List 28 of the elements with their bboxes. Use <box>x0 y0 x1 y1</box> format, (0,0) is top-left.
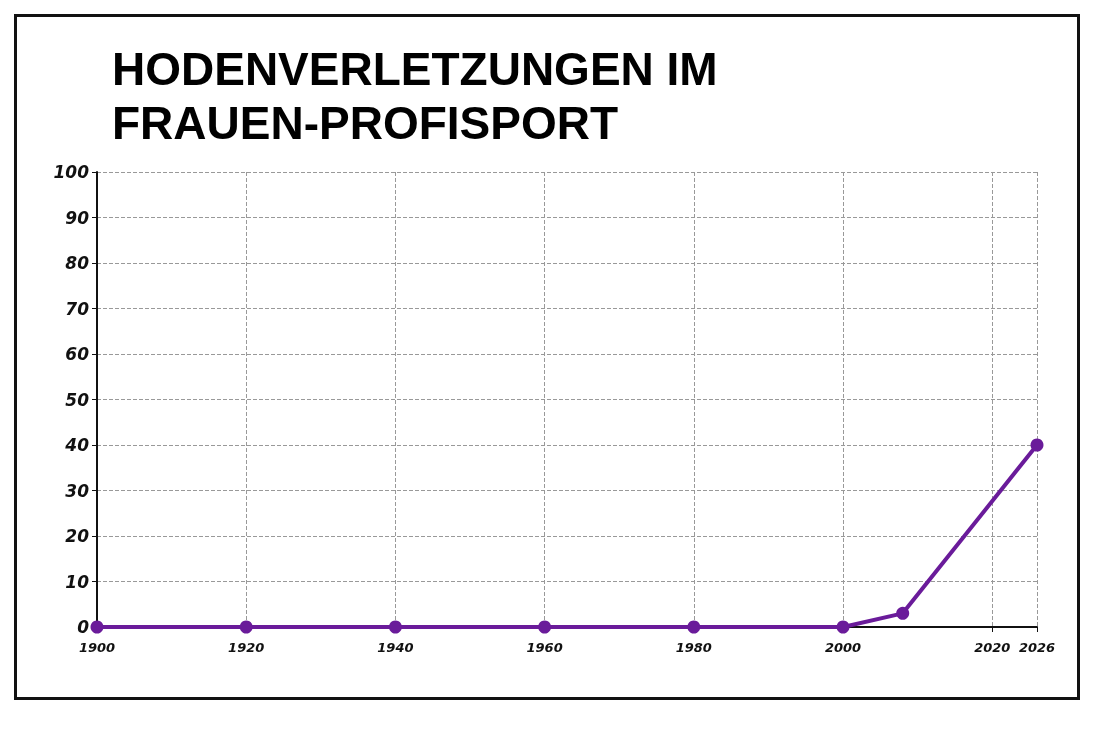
y-tick-label: 10 <box>65 571 90 592</box>
y-tick-label: 90 <box>65 207 90 228</box>
point <box>538 620 552 634</box>
y-tick-label: 100 <box>53 162 90 182</box>
x-tick-label: 2020 <box>974 640 1011 655</box>
x-tick-label: 1900 <box>78 640 116 655</box>
y-tick-label: 80 <box>65 253 90 273</box>
x-tick-label: 1960 <box>526 640 563 655</box>
y-tick-label: 50 <box>65 389 90 410</box>
point <box>1030 438 1044 452</box>
point <box>896 606 910 620</box>
y-tick-label: 40 <box>64 435 90 455</box>
y-tick-label: 60 <box>65 344 90 364</box>
point <box>388 620 402 634</box>
chart-title: HODENVERLETZUNGEN IM FRAUEN-PROFISPORT <box>112 43 718 149</box>
point <box>239 620 253 634</box>
y-tick-label: 70 <box>65 298 90 319</box>
y-tick-label: 20 <box>65 526 90 546</box>
point <box>836 620 850 634</box>
y-tick-label: 30 <box>65 480 90 501</box>
y-tick-label: 0 <box>77 617 90 637</box>
point <box>90 620 104 634</box>
x-tick-label: 1980 <box>675 640 712 655</box>
x-tick-label: 1920 <box>228 640 265 655</box>
x-tick-label: 2000 <box>824 640 862 655</box>
x-tick-label: 1940 <box>377 640 414 655</box>
x-tick-label: 2026 <box>1018 640 1056 655</box>
point <box>687 620 701 634</box>
